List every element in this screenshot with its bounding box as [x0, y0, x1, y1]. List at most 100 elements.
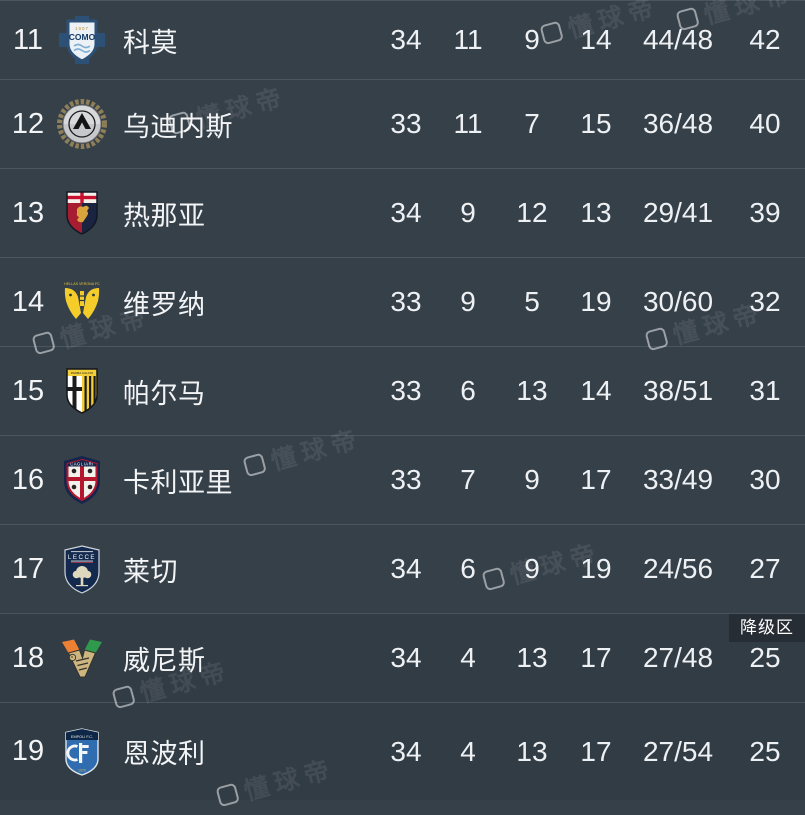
won-cell: 9 — [460, 197, 476, 228]
team-name: 热那亚 — [123, 200, 206, 231]
drawn-cell: 5 — [524, 286, 540, 317]
team-name: 维罗纳 — [123, 289, 206, 320]
lost-cell: 14 — [580, 24, 612, 55]
drawn-cell: 9 — [524, 464, 540, 495]
won-cell: 9 — [460, 286, 476, 317]
lecce-crest-icon: LECCE — [56, 543, 108, 595]
rank-cell: 18 — [11, 641, 45, 674]
lost-cell: 17 — [580, 464, 612, 495]
lost-cell: 13 — [580, 197, 612, 228]
points-cell: 32 — [749, 286, 781, 317]
table-row[interactable]: 12 乌迪内斯 33 11 7 15 36/48 40 — [0, 79, 805, 168]
empoli-crest-icon: EMPOLI F.C. 1920 — [56, 726, 108, 778]
points-cell: 39 — [749, 197, 781, 228]
played-cell: 34 — [390, 642, 422, 673]
goals-cell: 38/51 — [642, 375, 714, 406]
table-row[interactable]: 19 EMPOLI F.C. 1920 恩波利 34 4 13 17 27/54… — [0, 702, 805, 800]
table-row[interactable]: 13 热那亚 34 9 12 13 29/41 39 — [0, 168, 805, 257]
played-cell: 33 — [390, 375, 422, 406]
svg-text:COMO: COMO — [69, 32, 96, 42]
rank-cell: 12 — [11, 107, 45, 140]
lost-cell: 17 — [580, 735, 612, 767]
rank-cell: 19 — [11, 735, 45, 767]
points-cell: 31 — [749, 375, 781, 406]
table-row[interactable]: 11 1907 COMO 科莫 34 11 9 14 44/48 42 — [0, 0, 805, 79]
won-cell: 6 — [460, 553, 476, 584]
svg-text:CAGLIARI: CAGLIARI — [70, 461, 94, 466]
points-cell: 40 — [749, 108, 781, 139]
parma-crest-icon: PARMA CALCIO — [56, 365, 108, 417]
team-name: 科莫 — [123, 27, 178, 58]
udinese-crest-icon — [56, 98, 108, 150]
drawn-cell: 13 — [516, 735, 548, 767]
won-cell: 6 — [460, 375, 476, 406]
rank-cell: 11 — [12, 23, 44, 56]
points-cell: 25 — [749, 642, 781, 673]
como-crest-icon: 1907 COMO — [56, 14, 108, 66]
played-cell: 34 — [390, 197, 422, 228]
points-cell: 27 — [749, 553, 781, 584]
lost-cell: 15 — [580, 108, 612, 139]
table-row[interactable]: 降级区 18 威尼斯 34 4 13 17 27/48 25 — [0, 613, 805, 702]
team-name: 莱切 — [123, 556, 178, 587]
won-cell: 4 — [460, 642, 476, 673]
table-row[interactable]: 14 HELLAS VERONA FC 维罗纳 33 9 5 19 30/60 … — [0, 257, 805, 346]
drawn-cell: 9 — [524, 553, 540, 584]
won-cell: 7 — [460, 464, 476, 495]
goals-cell: 29/41 — [642, 197, 714, 228]
svg-text:EMPOLI F.C.: EMPOLI F.C. — [71, 734, 93, 738]
goals-cell: 33/49 — [642, 464, 714, 495]
won-cell: 11 — [453, 108, 483, 139]
played-cell: 34 — [390, 24, 422, 55]
table-row[interactable]: 16 CAGLIARI 卡利亚里 33 7 9 — [0, 435, 805, 524]
played-cell: 33 — [390, 108, 422, 139]
svg-text:1907: 1907 — [75, 26, 89, 31]
svg-text:1920: 1920 — [78, 768, 86, 772]
won-cell: 11 — [453, 24, 483, 55]
team-name: 威尼斯 — [123, 645, 206, 676]
drawn-cell: 12 — [516, 197, 548, 228]
team-name: 卡利亚里 — [123, 467, 233, 498]
svg-text:PARMA CALCIO: PARMA CALCIO — [71, 371, 94, 375]
goals-cell: 30/60 — [642, 286, 714, 317]
team-name: 乌迪内斯 — [123, 111, 233, 142]
table-row[interactable]: 17 LECCE 莱切 34 6 9 19 24/56 27 — [0, 524, 805, 613]
goals-cell: 24/56 — [642, 553, 714, 584]
played-cell: 33 — [390, 286, 422, 317]
drawn-cell: 9 — [524, 24, 540, 55]
rank-cell: 13 — [11, 196, 45, 229]
lost-cell: 19 — [580, 553, 612, 584]
played-cell: 34 — [390, 735, 422, 767]
lost-cell: 19 — [580, 286, 612, 317]
rank-cell: 14 — [11, 285, 45, 318]
drawn-cell: 13 — [516, 375, 548, 406]
team-name: 恩波利 — [123, 739, 206, 769]
svg-text:LECCE: LECCE — [68, 554, 96, 561]
rank-cell: 16 — [11, 463, 45, 496]
played-cell: 33 — [390, 464, 422, 495]
table-row[interactable]: 15 PARMA CALCIO 帕尔马 33 6 1 — [0, 346, 805, 435]
genoa-crest-icon — [56, 187, 108, 239]
won-cell: 4 — [460, 735, 476, 767]
venezia-crest-icon — [56, 632, 108, 684]
lost-cell: 17 — [580, 642, 612, 673]
lost-cell: 14 — [580, 375, 612, 406]
goals-cell: 44/48 — [642, 24, 714, 55]
goals-cell: 27/54 — [642, 735, 714, 767]
cagliari-crest-icon: CAGLIARI — [56, 454, 108, 506]
svg-text:HELLAS VERONA FC: HELLAS VERONA FC — [64, 282, 100, 286]
points-cell: 30 — [749, 464, 781, 495]
drawn-cell: 13 — [516, 642, 548, 673]
drawn-cell: 7 — [524, 108, 540, 139]
rank-cell: 15 — [11, 374, 45, 407]
points-cell: 25 — [749, 735, 781, 767]
played-cell: 34 — [390, 553, 422, 584]
team-name: 帕尔马 — [123, 378, 206, 409]
rank-cell: 17 — [11, 552, 45, 585]
points-cell: 42 — [749, 24, 781, 55]
relegation-zone-badge: 降级区 — [729, 614, 805, 642]
goals-cell: 36/48 — [642, 108, 714, 139]
goals-cell: 27/48 — [642, 642, 714, 673]
verona-crest-icon: HELLAS VERONA FC — [56, 276, 108, 328]
